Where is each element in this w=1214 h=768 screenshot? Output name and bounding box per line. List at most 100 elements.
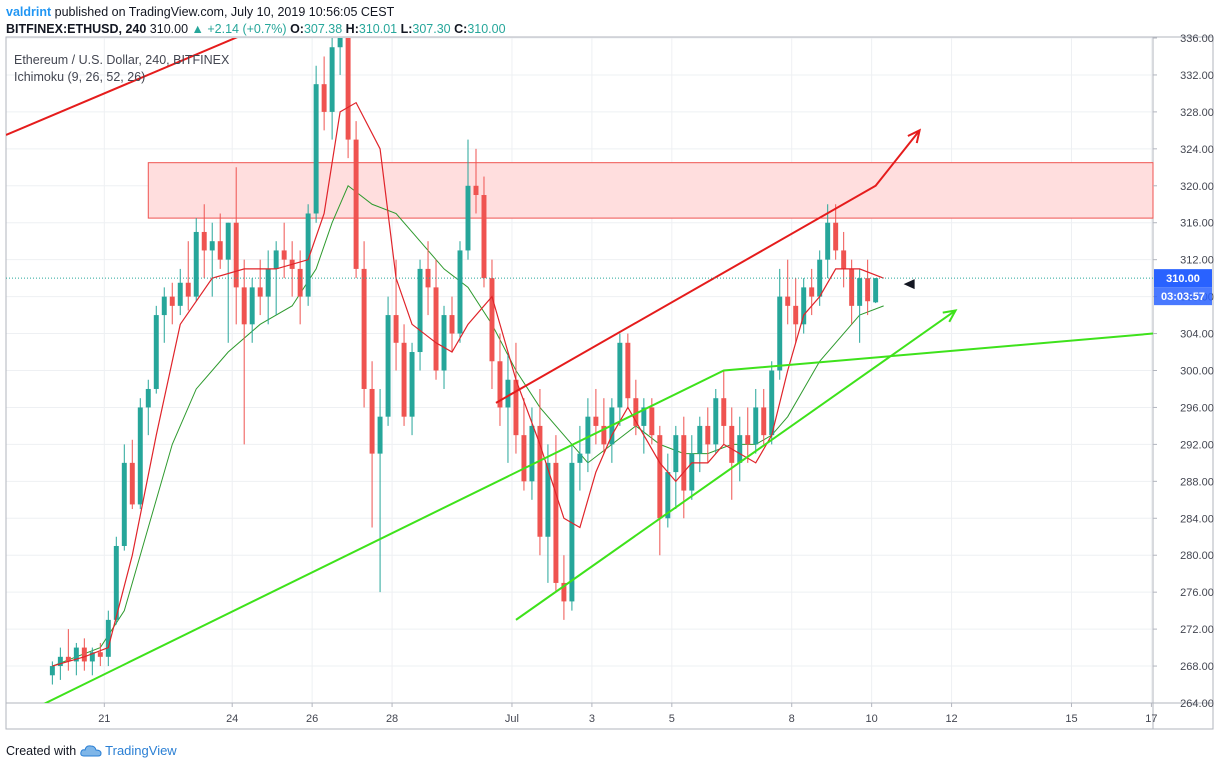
candle bbox=[225, 222, 231, 343]
candle-body bbox=[305, 213, 311, 297]
countdown-label-box bbox=[1154, 287, 1212, 306]
candle-body bbox=[513, 379, 519, 436]
candle bbox=[641, 398, 647, 454]
author-name[interactable]: valdrint bbox=[6, 5, 52, 19]
x-axis[interactable]: 21 24 26 28 Jul 3 5 8 10 12 15 17 bbox=[98, 703, 1158, 725]
candle-body bbox=[569, 462, 575, 602]
candle-body bbox=[873, 278, 879, 303]
candle bbox=[841, 231, 847, 288]
candle bbox=[321, 56, 327, 131]
candle bbox=[329, 38, 335, 140]
candle bbox=[865, 259, 871, 316]
candle-body bbox=[49, 666, 55, 676]
candles bbox=[49, 38, 879, 685]
candle bbox=[145, 379, 151, 436]
candle-body bbox=[473, 185, 479, 196]
y-tick-label: 292.00 bbox=[1180, 439, 1214, 451]
candle-body bbox=[553, 462, 559, 583]
candle bbox=[729, 407, 735, 500]
current-price-label: 310.00 03:03:57 bbox=[1154, 269, 1212, 306]
candle bbox=[193, 218, 199, 302]
candle-body bbox=[249, 287, 255, 325]
candle-body bbox=[793, 305, 799, 325]
candle-body bbox=[409, 352, 415, 417]
y-tick-label: 296.00 bbox=[1180, 402, 1214, 414]
candle bbox=[177, 268, 183, 316]
candle-body bbox=[625, 342, 631, 399]
trend-line-segment bbox=[515, 309, 957, 621]
y-tick-label: 268.00 bbox=[1180, 661, 1214, 673]
candle bbox=[289, 241, 295, 297]
candle-body bbox=[585, 416, 591, 454]
open-value: 307.38 bbox=[303, 22, 343, 36]
x-tick-label: 5 bbox=[669, 713, 675, 725]
low-label: L: bbox=[400, 22, 413, 36]
candle-body bbox=[545, 462, 551, 537]
candle bbox=[625, 333, 631, 408]
candle bbox=[153, 305, 159, 394]
candle-body bbox=[649, 407, 655, 436]
x-tick-label: 8 bbox=[789, 713, 795, 725]
candle bbox=[265, 250, 271, 325]
candle bbox=[513, 342, 519, 454]
candle bbox=[721, 370, 727, 445]
publish-info: valdrint published on TradingView.com, J… bbox=[6, 5, 394, 19]
candle-body bbox=[681, 435, 687, 491]
tradingview-brand[interactable]: TradingView bbox=[105, 743, 177, 758]
candle bbox=[377, 388, 383, 593]
current-price-marker-icon bbox=[903, 279, 915, 290]
green-trend-line bbox=[515, 309, 958, 621]
candle-body bbox=[865, 278, 871, 302]
candle-body bbox=[721, 398, 727, 426]
y-tick-label: 280.00 bbox=[1180, 550, 1214, 562]
candle bbox=[745, 407, 751, 463]
candle-body bbox=[617, 342, 623, 408]
candle bbox=[361, 241, 367, 408]
candle bbox=[697, 416, 703, 473]
candle bbox=[769, 361, 775, 445]
candle bbox=[505, 352, 511, 463]
price-label-box bbox=[1154, 269, 1212, 288]
trend-lines bbox=[6, 38, 1153, 703]
candle-body bbox=[377, 416, 383, 454]
candle-body bbox=[825, 222, 831, 260]
candle bbox=[833, 204, 839, 260]
candle-body bbox=[761, 407, 767, 436]
candle-body bbox=[809, 287, 815, 297]
trend-line-segment bbox=[43, 332, 1153, 703]
x-tick-label: 3 bbox=[589, 713, 595, 725]
candle-body bbox=[105, 619, 111, 657]
candle bbox=[417, 259, 423, 371]
candle-body bbox=[641, 407, 647, 426]
candle bbox=[617, 333, 623, 426]
candle-body bbox=[705, 425, 711, 445]
ichimoku-base-line bbox=[52, 184, 884, 667]
x-tick-label: 17 bbox=[1145, 713, 1157, 725]
candle-body bbox=[81, 647, 87, 662]
candle-body bbox=[849, 268, 855, 306]
candle bbox=[481, 176, 487, 288]
y-axis[interactable]: 264.00 268.00 272.00 276.00 280.00 284.00 288.… bbox=[1153, 33, 1214, 710]
last-price: 310.00 bbox=[149, 22, 189, 36]
candle-body bbox=[601, 425, 607, 445]
candle bbox=[849, 259, 855, 325]
indicator-label[interactable]: Ichimoku (9, 26, 52, 26) bbox=[14, 70, 146, 84]
candle-body bbox=[425, 268, 431, 288]
candle-body bbox=[417, 268, 423, 353]
candle-body bbox=[265, 268, 271, 297]
y-tick-label: 288.00 bbox=[1180, 476, 1214, 488]
candle-body bbox=[457, 250, 463, 334]
candle-body bbox=[713, 398, 719, 445]
candle-body bbox=[745, 435, 751, 445]
candle-body bbox=[129, 462, 135, 505]
candle-body bbox=[281, 250, 287, 260]
candle bbox=[121, 444, 127, 551]
candle-body bbox=[537, 425, 543, 537]
candle bbox=[217, 213, 223, 269]
candle bbox=[81, 638, 87, 671]
candle-body bbox=[785, 296, 791, 306]
x-tick-label: 15 bbox=[1065, 713, 1077, 725]
candle bbox=[577, 425, 583, 491]
x-tick-label: 26 bbox=[306, 713, 318, 725]
